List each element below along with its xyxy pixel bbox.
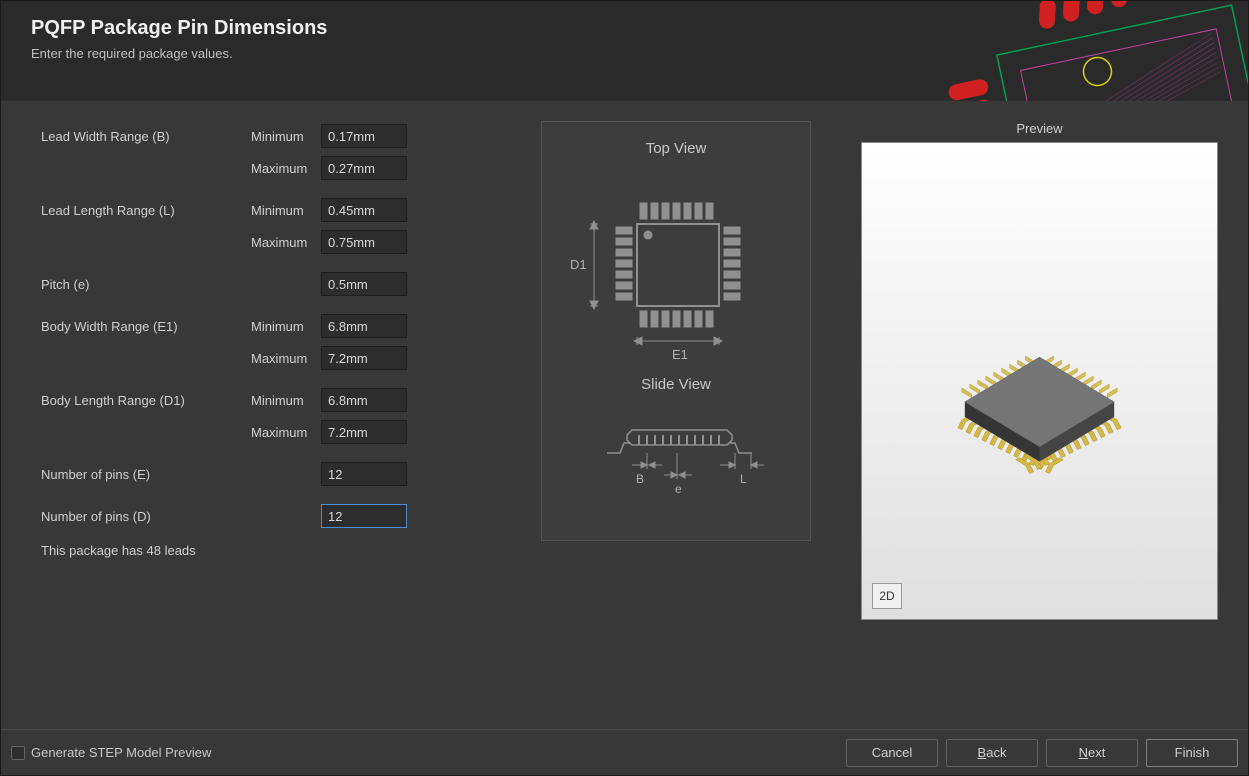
diagram-panel: Top View (541, 121, 811, 541)
header-pcb-graphic: 1 (928, 1, 1248, 101)
svg-text:L: L (740, 472, 747, 486)
next-button[interactable]: Next (1046, 739, 1138, 767)
cancel-button[interactable]: Cancel (846, 739, 938, 767)
row-body-length-min: Body Length Range (D1) Minimum (41, 385, 511, 415)
input-lead-width-max[interactable] (321, 156, 407, 180)
dialog-window: PQFP Package Pin Dimensions Enter the re… (0, 0, 1249, 776)
label-body-length: Body Length Range (D1) (41, 393, 251, 408)
input-lead-length-min[interactable] (321, 198, 407, 222)
preview-3d-view[interactable]: 2D (861, 142, 1218, 620)
sublabel-max: Maximum (251, 161, 321, 176)
form-column: Lead Width Range (B) Minimum Maximum Lea… (41, 121, 511, 719)
generate-step-checkbox-wrap[interactable]: Generate STEP Model Preview (11, 745, 211, 760)
label-pins-d: Number of pins (D) (41, 509, 251, 524)
back-rest: ack (986, 745, 1006, 760)
label-lead-length: Lead Length Range (L) (41, 203, 251, 218)
leads-count-text: This package has 48 leads (41, 543, 511, 558)
input-body-width-max[interactable] (321, 346, 407, 370)
input-pins-d[interactable] (321, 504, 407, 528)
row-lead-length-min: Lead Length Range (L) Minimum (41, 195, 511, 225)
input-body-width-min[interactable] (321, 314, 407, 338)
row-lead-width-max: Maximum (41, 153, 511, 183)
label-body-width: Body Width Range (E1) (41, 319, 251, 334)
slide-view-title: Slide View (552, 376, 800, 393)
top-view-title: Top View (552, 140, 800, 157)
row-body-length-max: Maximum (41, 417, 511, 447)
input-lead-width-min[interactable] (321, 124, 407, 148)
toggle-2d-button[interactable]: 2D (872, 583, 902, 609)
row-lead-length-max: Maximum (41, 227, 511, 257)
chip-3d-render (862, 143, 1217, 619)
input-body-length-max[interactable] (321, 420, 407, 444)
svg-text:e: e (675, 482, 682, 496)
input-pins-e[interactable] (321, 462, 407, 486)
dialog-body: Lead Width Range (B) Minimum Maximum Lea… (1, 101, 1248, 729)
checkbox-icon (11, 746, 25, 760)
slide-view-diagram: B e L (552, 405, 800, 505)
preview-title: Preview (861, 121, 1218, 136)
row-body-width-max: Maximum (41, 343, 511, 373)
dialog-footer: Generate STEP Model Preview Cancel Back … (1, 729, 1248, 775)
row-pitch: Pitch (e) (41, 269, 511, 299)
next-rest: ext (1088, 745, 1105, 760)
input-lead-length-max[interactable] (321, 230, 407, 254)
dialog-header: PQFP Package Pin Dimensions Enter the re… (1, 1, 1248, 101)
input-body-length-min[interactable] (321, 388, 407, 412)
row-pins-d: Number of pins (D) (41, 501, 511, 531)
top-view-diagram: D1 E1 (552, 169, 800, 359)
label-pins-e: Number of pins (E) (41, 467, 251, 482)
row-lead-width-min: Lead Width Range (B) Minimum (41, 121, 511, 151)
svg-text:B: B (636, 472, 644, 486)
preview-column: Preview (861, 121, 1218, 719)
label-lead-width: Lead Width Range (B) (41, 129, 251, 144)
row-pins-e: Number of pins (E) (41, 459, 511, 489)
row-body-width-min: Body Width Range (E1) Minimum (41, 311, 511, 341)
finish-button[interactable]: Finish (1146, 739, 1238, 767)
generate-step-label: Generate STEP Model Preview (31, 745, 211, 760)
sublabel-min: Minimum (251, 129, 321, 144)
svg-text:D1: D1 (570, 257, 587, 272)
label-pitch: Pitch (e) (41, 277, 251, 292)
back-button[interactable]: Back (946, 739, 1038, 767)
svg-text:E1: E1 (672, 347, 688, 359)
input-pitch[interactable] (321, 272, 407, 296)
